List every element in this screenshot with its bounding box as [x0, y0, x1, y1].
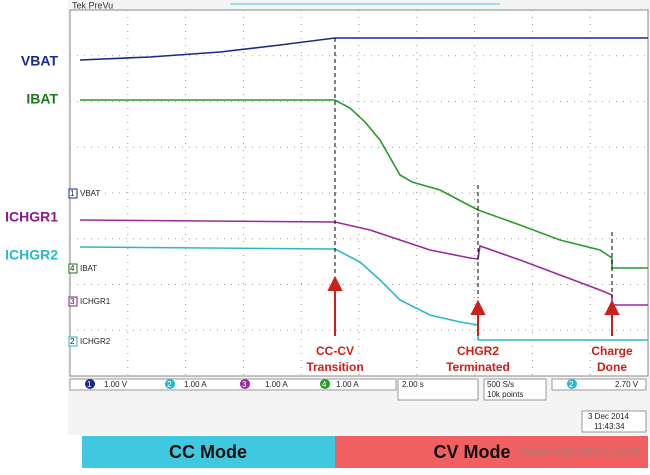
time: 11:43:34	[594, 422, 625, 431]
annotation: Terminated	[446, 360, 510, 374]
date: 3 Dec 2014	[588, 412, 629, 421]
arrow	[470, 299, 486, 315]
channel-scale: 1.00 V	[104, 380, 128, 389]
channel-marker: IBAT	[80, 264, 97, 273]
channel-number: 2	[167, 380, 172, 389]
mode-band	[335, 436, 648, 468]
channel-number: 1	[70, 189, 75, 198]
channel-marker: ICHGR1	[80, 297, 111, 306]
trigger-channel: 2	[569, 380, 574, 389]
channel-number: 1	[87, 380, 92, 389]
annotation: Done	[597, 360, 627, 374]
arrow	[604, 299, 620, 315]
mode-label: CC Mode	[169, 442, 247, 462]
annotation: Transition	[306, 360, 363, 374]
channel-number: 4	[70, 264, 75, 273]
header: Tek PreVu	[72, 0, 113, 10]
grid	[70, 10, 648, 376]
arrow	[327, 275, 343, 291]
channel-number: 3	[70, 297, 75, 306]
channel-number: 4	[322, 380, 327, 389]
side-label: IBAT	[26, 91, 58, 107]
channel-scale: 1.00 A	[336, 380, 359, 389]
trigger-level: 2.70 V	[615, 380, 639, 389]
mode-band	[82, 436, 335, 468]
trace-ichgr1	[79, 219, 648, 306]
annotation: Charge	[591, 344, 633, 358]
annotation: CHGR2	[457, 344, 499, 358]
timebase: 2.00 s	[402, 380, 424, 389]
channel-marker: VBAT	[80, 189, 100, 198]
channel-number: 3	[242, 380, 247, 389]
sample-rate: 500 S/s	[487, 380, 514, 389]
trace-vbat	[79, 37, 648, 61]
side-label: VBAT	[21, 53, 59, 69]
record-length: 10k points	[487, 390, 523, 399]
trace-ibat	[80, 99, 648, 269]
annotation: CC-CV	[316, 344, 354, 358]
channel-number: 2	[70, 337, 75, 346]
side-label: ICHGR1	[5, 209, 58, 225]
watermark: www.cntronics.com	[519, 443, 640, 459]
mode-label: CV Mode	[433, 442, 510, 462]
channel-marker: ICHGR2	[80, 337, 111, 346]
channel-scale: 1.00 A	[265, 380, 288, 389]
side-label: ICHGR2	[5, 247, 58, 263]
channel-scale: 1.00 A	[184, 380, 207, 389]
